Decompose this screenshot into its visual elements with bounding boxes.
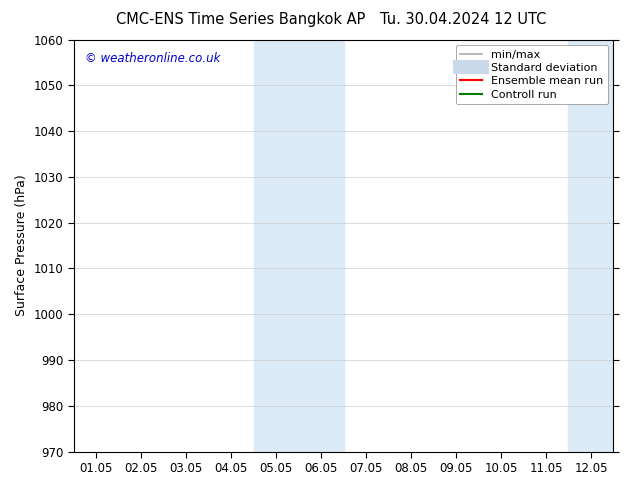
Bar <box>254 40 344 452</box>
Text: © weatheronline.co.uk: © weatheronline.co.uk <box>84 52 220 65</box>
Text: Tu. 30.04.2024 12 UTC: Tu. 30.04.2024 12 UTC <box>380 12 546 27</box>
Legend: min/max, Standard deviation, Ensemble mean run, Controll run: min/max, Standard deviation, Ensemble me… <box>456 45 608 104</box>
Bar <box>569 40 634 452</box>
Y-axis label: Surface Pressure (hPa): Surface Pressure (hPa) <box>15 175 28 317</box>
Text: CMC-ENS Time Series Bangkok AP: CMC-ENS Time Series Bangkok AP <box>116 12 366 27</box>
